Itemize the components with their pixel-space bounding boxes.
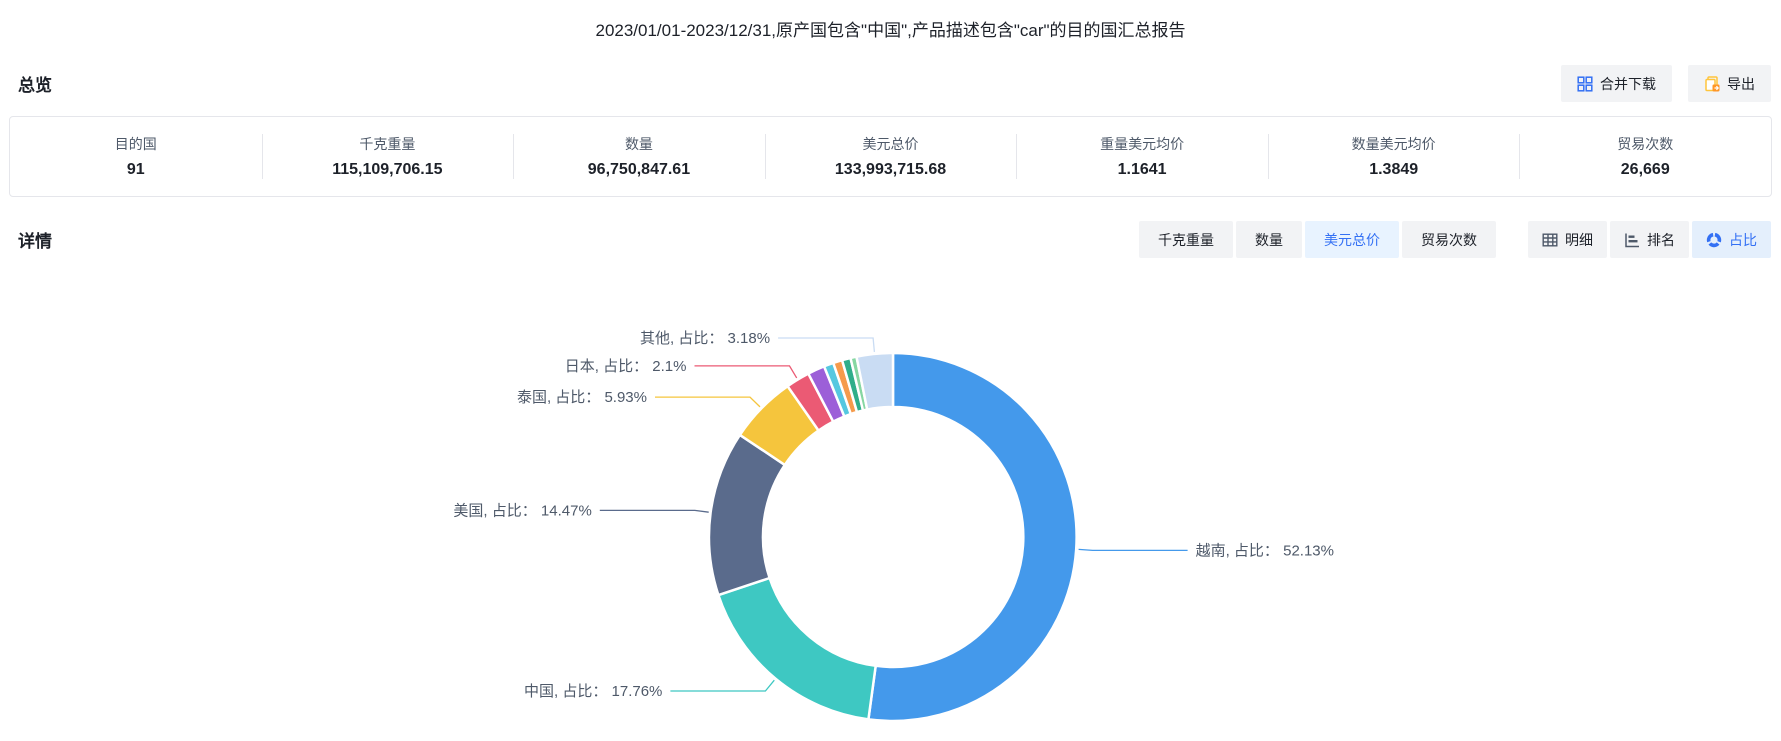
slice-label: 美国, 占比： 14.47% [453,502,591,519]
slice-label-line [1078,548,1188,552]
stat-label: 贸易次数 [1617,136,1674,152]
stat-value: 96,750,847.61 [587,161,691,178]
stat-cell: 贸易次数 26,669 [1519,117,1771,196]
button-label: 导出 [1727,75,1755,92]
overview-heading: 总览 [18,76,52,95]
slice-其他[interactable] [855,351,895,411]
stat-value: 133,993,715.68 [834,161,947,178]
view-share-button[interactable]: 占比 [1692,221,1771,258]
slice-label: 泰国, 占比： 5.93% [517,389,647,406]
export-button[interactable]: 导出 [1688,65,1771,102]
stat-value: 115,109,706.15 [332,161,443,178]
slice-label: 中国, 占比： 17.76% [524,683,662,700]
stat-label: 数量美元均价 [1351,136,1436,152]
details-toolbars: 千克重量 数量 美元总价 贸易次数 明细 排名 占比 [1139,221,1771,258]
stat-cell: 数量美元均价 1.3849 [1267,117,1520,196]
stat-label: 数量 [624,136,653,152]
merge-download-icon [1577,75,1593,92]
stat-label: 美元总价 [862,136,919,152]
view-detail-button[interactable]: 明细 [1528,221,1607,258]
page-title: 2023/01/01-2023/12/31,原产国包含"中国",产品描述包含"c… [595,21,1186,40]
details-heading: 详情 [18,232,52,251]
stat-cell: 千克重量 115,109,706.15 [261,117,514,196]
merge-download-button[interactable]: 合并下载 [1561,65,1672,102]
stat-cell: 重量美元均价 1.1641 [1016,117,1268,196]
ranking-icon [1625,233,1639,247]
button-label: 排名 [1647,231,1675,248]
slice-美国[interactable] [707,433,787,597]
header-actions: 合并下载 导出 [1561,65,1771,102]
stat-label: 重量美元均价 [1100,136,1185,152]
export-icon [1705,75,1720,91]
stat-cell: 数量 96,750,847.61 [513,117,765,196]
slice-label-line [655,396,761,408]
view-tabs: 明细 排名 占比 [1528,221,1771,258]
donut-chart: 越南, 占比： 52.13% 中国, 占比： 17.76% 美国, 占比： 14.4… [0,260,1781,740]
slice-中国[interactable] [717,576,877,721]
button-label: 明细 [1565,231,1593,248]
stat-value: 26,669 [1620,161,1670,178]
view-ranking-button[interactable]: 排名 [1610,221,1689,258]
stat-value: 1.1641 [1117,161,1167,178]
tab-usd-total[interactable]: 美元总价 [1305,221,1399,258]
tab-trade-count[interactable]: 贸易次数 [1402,221,1496,258]
stat-value: 1.3849 [1369,161,1419,178]
slice-label-line [694,365,798,379]
slice-label-line [778,337,876,352]
stat-label: 千克重量 [359,136,416,152]
slice-越南[interactable] [867,351,1078,723]
metric-tabs: 千克重量 数量 美元总价 贸易次数 [1139,221,1496,258]
donut-icon [1706,232,1722,247]
slice-label-line [599,509,709,513]
tab-kg-weight[interactable]: 千克重量 [1139,221,1233,258]
table-icon [1542,233,1558,247]
slice-label: 其他, 占比： 3.18% [640,330,770,347]
slice-label-line [670,679,775,692]
stat-value: 91 [126,161,145,178]
slice-label: 越南, 占比： 52.13% [1196,542,1334,559]
stat-label: 目的国 [114,136,157,152]
slice-label: 日本, 占比： 2.1% [565,358,687,375]
tab-quantity[interactable]: 数量 [1236,221,1302,258]
button-label: 占比 [1729,231,1757,248]
button-label: 合并下载 [1600,75,1656,92]
overview-stats-card: 目的国 91 千克重量 115,109,706.15 数量 96,750,847.61 美元… [9,116,1772,197]
stat-cell: 美元总价 133,993,715.68 [764,117,1017,196]
stat-cell: 目的国 91 [10,117,262,196]
